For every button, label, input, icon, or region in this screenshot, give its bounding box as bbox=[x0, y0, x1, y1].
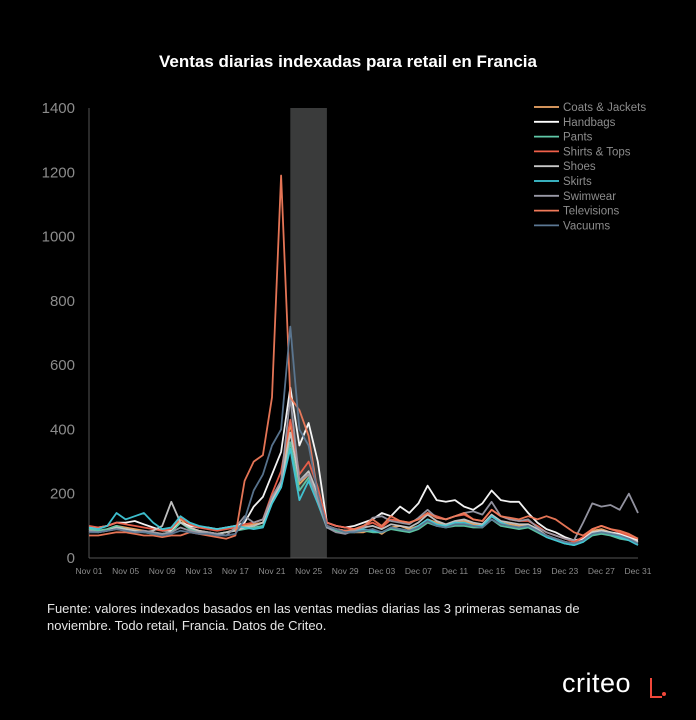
x-tick-label: Nov 21 bbox=[259, 566, 286, 576]
y-tick-label: 1400 bbox=[42, 100, 75, 117]
x-tick-label: Dec 03 bbox=[368, 566, 395, 576]
legend-label: Shirts & Tops bbox=[563, 146, 631, 158]
x-tick-label: Nov 05 bbox=[112, 566, 139, 576]
series-line bbox=[89, 174, 639, 540]
series-line bbox=[89, 325, 639, 545]
y-tick-label: 200 bbox=[50, 486, 75, 503]
x-tick-label: Dec 11 bbox=[442, 566, 469, 576]
x-tick-label: Nov 29 bbox=[332, 566, 359, 576]
criteo-logo: criteo bbox=[562, 668, 666, 702]
y-tick-label: 400 bbox=[50, 421, 75, 438]
x-tick-label: Nov 13 bbox=[185, 566, 212, 576]
legend-label: Shoes bbox=[563, 161, 596, 173]
y-tick-label: 0 bbox=[67, 550, 75, 567]
x-tick-label: Dec 31 bbox=[625, 566, 652, 576]
series-lines bbox=[88, 174, 639, 546]
source-footnote: Fuente: valores indexados basados en las… bbox=[47, 601, 580, 633]
logo-mark-icon bbox=[650, 678, 662, 698]
x-tick-label: Dec 23 bbox=[551, 566, 578, 576]
series-line bbox=[89, 386, 639, 542]
x-tick-label: Dec 27 bbox=[588, 566, 615, 576]
x-tick-label: Nov 17 bbox=[222, 566, 249, 576]
y-tick-label: 1000 bbox=[42, 229, 75, 246]
legend-label: Handbags bbox=[563, 117, 616, 129]
series-line bbox=[88, 418, 639, 543]
legend-label: Televisions bbox=[563, 206, 619, 218]
x-tick-label: Nov 01 bbox=[76, 566, 103, 576]
legend-label: Skirts bbox=[563, 176, 592, 188]
x-tick-label: Dec 07 bbox=[405, 566, 432, 576]
x-tick-label: Dec 19 bbox=[515, 566, 542, 576]
y-tick-label: 1200 bbox=[42, 164, 75, 181]
y-axis: 0 200 400 600 800 1000 1200 1400 bbox=[42, 100, 90, 567]
y-tick-label: 800 bbox=[50, 293, 75, 310]
legend-label: Coats & Jackets bbox=[563, 102, 646, 114]
x-tick-label: Nov 25 bbox=[295, 566, 322, 576]
y-tick-label: 600 bbox=[50, 357, 75, 374]
logo-dot-icon bbox=[662, 692, 666, 696]
x-axis: Nov 01 Nov 05 Nov 09 Nov 13 Nov 17 Nov 21 Nov … bbox=[76, 557, 652, 576]
series-line bbox=[88, 396, 639, 542]
logo-wordmark: criteo bbox=[562, 668, 632, 698]
x-tick-label: Nov 09 bbox=[149, 566, 176, 576]
x-tick-label: Dec 15 bbox=[478, 566, 505, 576]
chart-title: Ventas diarias indexadas para retail en … bbox=[159, 52, 537, 71]
legend-label: Vacuums bbox=[563, 220, 610, 232]
legend: Coats & Jackets Handbags Pants Shirts & Top… bbox=[534, 102, 646, 232]
legend-label: Swimwear bbox=[563, 191, 616, 203]
series-line bbox=[88, 447, 639, 546]
legend-label: Pants bbox=[563, 132, 593, 144]
